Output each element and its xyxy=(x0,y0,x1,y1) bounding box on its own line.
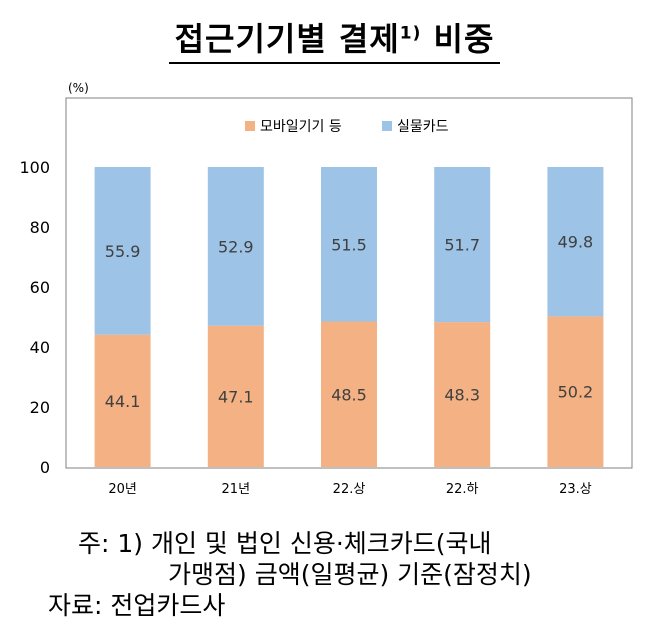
title-footnote-mark: 1) xyxy=(399,23,422,44)
stacked-bar-chart: (%) 0 20 40 60 80 100 모바일기기 등 실물카드 44.1 55.9 20년 47.… xyxy=(19,81,633,497)
data-label: 50.2 xyxy=(558,383,594,402)
data-label: 55.9 xyxy=(105,242,141,261)
data-label: 49.8 xyxy=(558,233,594,252)
x-tick-label: 23.상 xyxy=(559,482,592,497)
y-tick-label: 40 xyxy=(30,338,50,357)
bar-segment xyxy=(94,167,151,335)
x-tick-label: 20년 xyxy=(108,482,137,497)
footnote-line-2: 가맹점) 금액(일평균) 기준(잠정치) xyxy=(168,560,532,589)
legend-swatch xyxy=(382,121,392,131)
bar-segment xyxy=(547,167,604,317)
y-tick-label: 0 xyxy=(40,458,50,477)
legend-label: 모바일기기 등 xyxy=(260,119,342,135)
bar-segment xyxy=(207,325,264,467)
bar-segment xyxy=(321,167,377,322)
bar-segment xyxy=(321,321,377,467)
x-tick-label: 22.하 xyxy=(446,482,479,497)
bar-segment xyxy=(434,167,491,323)
data-label: 48.5 xyxy=(331,385,367,404)
data-label: 51.5 xyxy=(331,235,367,254)
data-label: 52.9 xyxy=(218,237,254,256)
y-unit-label: (%) xyxy=(68,81,89,95)
bar-segment xyxy=(547,316,604,467)
bar-segment xyxy=(94,334,151,467)
y-tick-label: 20 xyxy=(30,398,50,417)
data-label: 51.7 xyxy=(444,236,480,255)
chart-title: 접근기기별 결제1) 비중 xyxy=(0,14,669,64)
bar-segment xyxy=(207,167,264,326)
legend-swatch xyxy=(245,121,255,131)
title-tail: 비중 xyxy=(433,20,495,58)
data-label: 48.3 xyxy=(444,386,480,405)
data-label: 47.1 xyxy=(218,387,254,406)
title-main: 접근기기별 결제 xyxy=(174,20,400,58)
data-label: 44.1 xyxy=(105,392,141,411)
footnote-line-1: 주: 1) 개인 및 법인 신용·체크카드(국내 xyxy=(78,529,492,558)
source-note: 자료: 전업카드사 xyxy=(48,591,226,620)
bar-segment xyxy=(434,322,491,467)
y-tick-label: 80 xyxy=(30,218,50,237)
y-tick-label: 100 xyxy=(19,158,50,177)
y-tick-label: 60 xyxy=(30,278,50,297)
x-tick-label: 22.상 xyxy=(333,482,366,497)
legend-label: 실물카드 xyxy=(397,119,449,135)
x-tick-label: 21년 xyxy=(222,482,251,497)
